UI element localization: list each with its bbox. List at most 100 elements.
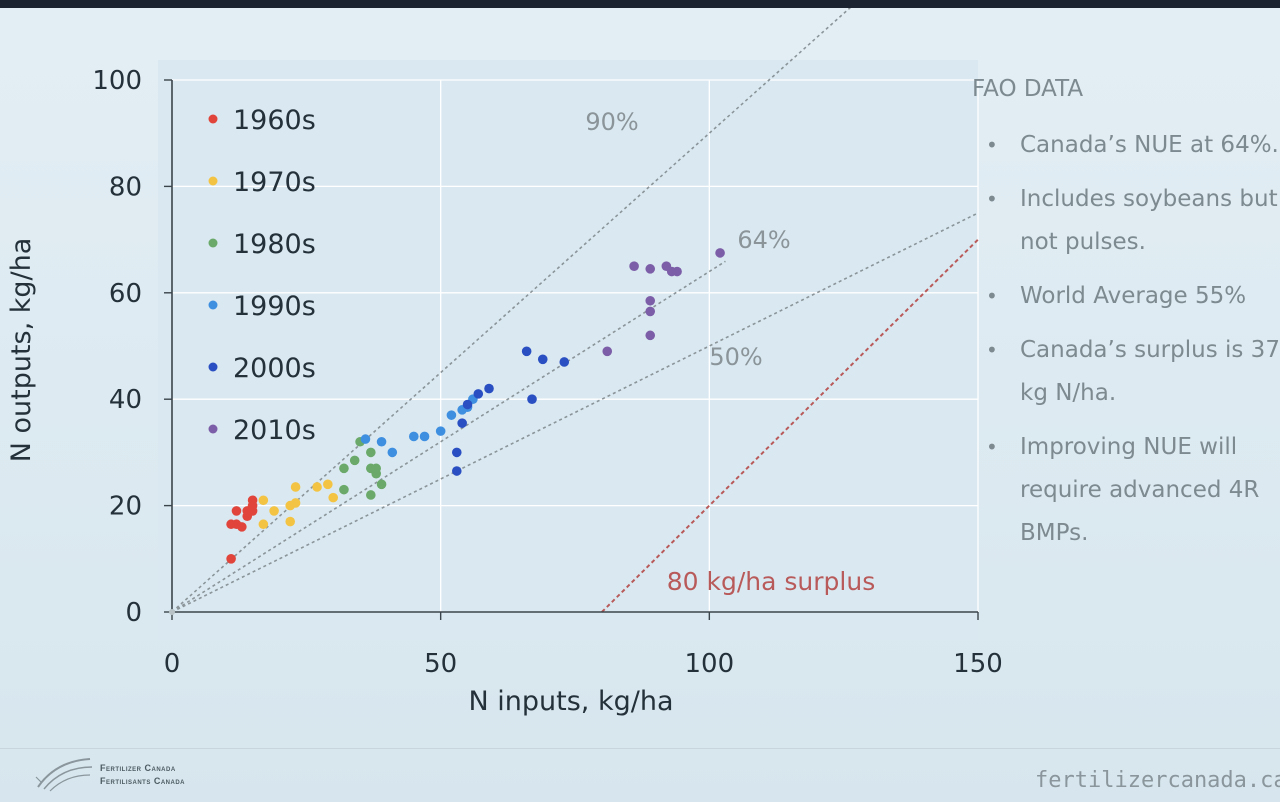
bullet-dot-icon: • — [986, 133, 998, 157]
fertilizer-canada-logo: Fertilizer Canada Fertilisants Canada — [34, 753, 264, 795]
legend-swatch — [208, 362, 218, 372]
data-point — [645, 330, 656, 341]
reference-line-label: 80 kg/ha surplus — [667, 567, 875, 596]
legend-label: 2000s — [233, 353, 316, 384]
data-point — [645, 306, 656, 317]
y-tick-label: 40 — [109, 385, 142, 415]
data-point — [645, 295, 656, 306]
legend-label: 2010s — [233, 415, 316, 446]
legend-label: 1980s — [233, 229, 316, 260]
data-point — [237, 522, 247, 532]
data-point — [339, 484, 349, 495]
fao-bullet-list: • Canada’s NUE at 64%. • Includes soybeans… — [968, 124, 1280, 555]
y-tick-label: 60 — [109, 279, 142, 309]
legend-swatch — [208, 114, 218, 124]
data-point — [290, 482, 301, 492]
fao-data-panel: FAO DATA • Canada’s NUE at 64%. • Includes… — [968, 76, 1280, 566]
slide: 90% 64% 50% 80 kg/ha surplus 0 50 100 150 0 20 40… — [0, 8, 1280, 802]
data-point — [376, 479, 387, 490]
bullet-dot-icon: • — [986, 435, 998, 459]
x-tick-label: 0 — [164, 649, 181, 679]
bullet-item: • Canada’s NUE at 64%. — [968, 124, 1280, 167]
data-point — [672, 266, 682, 277]
data-point — [258, 495, 269, 506]
data-point — [387, 447, 398, 458]
legend-swatch — [208, 424, 218, 434]
data-point — [360, 434, 371, 444]
bullet-item: • World Average 55% — [968, 275, 1280, 318]
fao-data-title: FAO DATA — [972, 76, 1084, 102]
data-point — [451, 447, 462, 458]
bullet-item: • Canada’s surplus is 37 kg N/ha. — [968, 329, 1280, 415]
bullet-dot-icon: • — [986, 187, 998, 211]
data-point — [457, 418, 467, 428]
y-tick-label: 20 — [109, 492, 142, 522]
reference-line — [601, 238, 979, 613]
data-point — [366, 447, 376, 458]
origin-point — [169, 609, 175, 615]
data-point — [376, 436, 387, 447]
logo-text-english: Fertilizer Canada — [100, 763, 176, 773]
legend-swatch — [208, 300, 218, 310]
reference-line-label: 50% — [709, 343, 762, 371]
bullet-dot-icon: • — [986, 284, 998, 308]
y-axis-label: N outputs, kg/ha — [6, 238, 37, 463]
legend-swatch — [208, 176, 218, 186]
data-point — [629, 261, 639, 271]
data-point — [285, 516, 296, 527]
scatter-chart: 90% 64% 50% 80 kg/ha surplus 0 50 100 150 0 20 40… — [6, 8, 1003, 717]
data-point — [409, 431, 419, 442]
data-point — [226, 554, 236, 564]
data-point — [231, 506, 242, 516]
bullet-item: • Includes soybeans but not pulses. — [968, 178, 1280, 264]
data-point — [527, 394, 537, 405]
data-point — [323, 479, 333, 490]
legend-swatch — [208, 238, 218, 248]
data-point — [258, 519, 269, 530]
bullet-text: Includes soybeans but not pulses. — [1020, 186, 1278, 255]
data-point — [312, 482, 322, 492]
data-point — [435, 426, 446, 436]
data-point — [247, 506, 258, 516]
bullet-text: Canada’s surplus is 37 kg N/ha. — [1020, 337, 1280, 406]
data-point — [339, 463, 349, 474]
y-tick-label: 0 — [125, 598, 142, 628]
bullet-dot-icon: • — [986, 338, 998, 362]
legend-label: 1960s — [233, 105, 316, 136]
reference-line-label: 90% — [585, 108, 638, 136]
x-axis-label: N inputs, kg/ha — [469, 686, 674, 717]
data-point — [328, 492, 339, 503]
reference-line-label: 64% — [737, 226, 790, 254]
y-tick-label: 80 — [109, 172, 142, 202]
data-point — [446, 410, 457, 420]
data-point — [269, 506, 279, 516]
data-point — [473, 389, 484, 399]
bullet-item: • Improving NUE will require advanced 4R … — [968, 426, 1280, 555]
bullet-text: Canada’s NUE at 64%. — [1020, 132, 1279, 158]
data-point — [371, 463, 381, 474]
footer-divider — [0, 748, 1280, 749]
y-tick-label: 100 — [92, 66, 142, 96]
data-point — [366, 490, 376, 500]
bullet-text: Improving NUE will require advanced 4R B… — [1020, 434, 1260, 546]
website-link[interactable]: fertilizercanada.ca — [1035, 768, 1280, 793]
x-tick-label: 150 — [953, 649, 1003, 679]
data-point — [462, 399, 473, 410]
data-point — [537, 354, 548, 365]
x-tick-label: 100 — [685, 649, 735, 679]
data-point — [349, 455, 360, 466]
data-point — [484, 383, 494, 394]
data-point — [521, 346, 532, 357]
data-point — [290, 498, 301, 508]
bullet-text: World Average 55% — [1020, 283, 1247, 309]
data-point — [451, 466, 462, 476]
plot-background — [158, 60, 978, 640]
data-point — [602, 346, 613, 357]
wheat-logo-icon — [35, 758, 93, 792]
reference-line — [171, 260, 726, 613]
legend-label: 1970s — [233, 167, 316, 198]
x-tick-label: 50 — [424, 649, 457, 679]
data-point — [559, 357, 570, 367]
data-point — [645, 264, 656, 274]
data-point — [715, 248, 725, 258]
